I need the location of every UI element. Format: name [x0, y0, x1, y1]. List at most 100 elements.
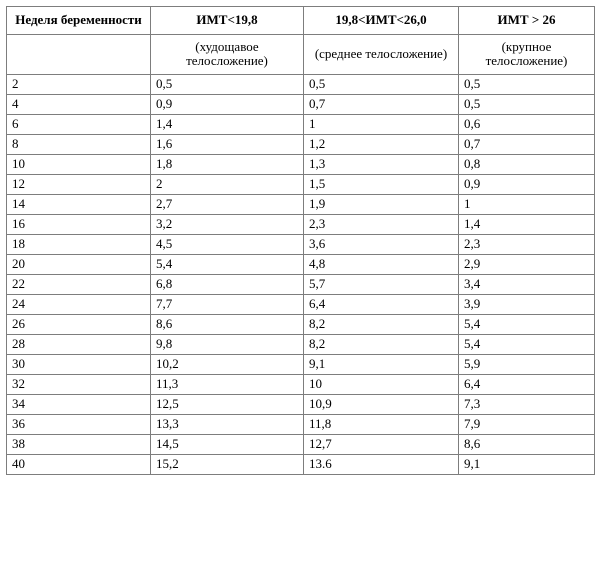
cell-low: 2,7 [151, 194, 304, 214]
cell-week: 18 [7, 234, 151, 254]
cell-week: 24 [7, 294, 151, 314]
pregnancy-weight-table: Неделя беременности ИМТ<19,8 19,8<ИМТ<26… [6, 6, 595, 475]
cell-week: 28 [7, 334, 151, 354]
cell-week: 26 [7, 314, 151, 334]
col-header-bmi-high: ИМТ > 26 [459, 7, 595, 35]
cell-week: 22 [7, 274, 151, 294]
cell-mid: 1,5 [304, 174, 459, 194]
table-row: 226,85,73,4 [7, 274, 595, 294]
cell-low: 0,5 [151, 74, 304, 94]
cell-mid: 9,1 [304, 354, 459, 374]
cell-mid: 8,2 [304, 314, 459, 334]
cell-low: 9,8 [151, 334, 304, 354]
cell-week: 34 [7, 394, 151, 414]
cell-mid: 0,7 [304, 94, 459, 114]
cell-high: 9,1 [459, 454, 595, 474]
table-row: 14 2,71,91 [7, 194, 595, 214]
cell-week: 16 [7, 214, 151, 234]
col-header-bmi-low: ИМТ<19,8 [151, 7, 304, 35]
cell-low: 2 [151, 174, 304, 194]
table-row: 4015,213.69,1 [7, 454, 595, 474]
cell-mid: 2,3 [304, 214, 459, 234]
cell-high: 2,9 [459, 254, 595, 274]
cell-week: 30 [7, 354, 151, 374]
table-row: 3010,29,15,9 [7, 354, 595, 374]
cell-low: 0,9 [151, 94, 304, 114]
cell-low: 12,5 [151, 394, 304, 414]
table-row: 61,410,6 [7, 114, 595, 134]
cell-high: 0,7 [459, 134, 595, 154]
cell-high: 7,9 [459, 414, 595, 434]
cell-week: 10 [7, 154, 151, 174]
cell-high: 0,8 [459, 154, 595, 174]
cell-mid: 3,6 [304, 234, 459, 254]
cell-high: 6,4 [459, 374, 595, 394]
cell-low: 15,2 [151, 454, 304, 474]
cell-low: 1,6 [151, 134, 304, 154]
cell-low: 6,8 [151, 274, 304, 294]
cell-week: 12 [7, 174, 151, 194]
cell-high: 1 [459, 194, 595, 214]
subheader-bmi-mid: (среднее телосложение) [304, 34, 459, 74]
cell-week: 14 [7, 194, 151, 214]
table-row: 20,50,50,5 [7, 74, 595, 94]
table-row: 3613,311,87,9 [7, 414, 595, 434]
cell-week: 4 [7, 94, 151, 114]
table-row: 268,68,25,4 [7, 314, 595, 334]
cell-low: 13,3 [151, 414, 304, 434]
cell-week: 36 [7, 414, 151, 434]
table-row: 247,76,43,9 [7, 294, 595, 314]
cell-mid: 12,7 [304, 434, 459, 454]
cell-mid: 1 [304, 114, 459, 134]
cell-low: 10,2 [151, 354, 304, 374]
table-subheader-row: (худощавое телосложение) (среднее телосл… [7, 34, 595, 74]
table-row: 184,53,62,3 [7, 234, 595, 254]
col-header-bmi-mid: 19,8<ИМТ<26,0 [304, 7, 459, 35]
cell-low: 7,7 [151, 294, 304, 314]
cell-high: 5,9 [459, 354, 595, 374]
cell-high: 3,9 [459, 294, 595, 314]
cell-mid: 11,8 [304, 414, 459, 434]
cell-low: 3,2 [151, 214, 304, 234]
cell-high: 0,6 [459, 114, 595, 134]
col-header-week: Неделя беременности [7, 7, 151, 35]
cell-low: 11,3 [151, 374, 304, 394]
subheader-bmi-high: (крупное телосложение) [459, 34, 595, 74]
table-body: (худощавое телосложение) (среднее телосл… [7, 34, 595, 474]
cell-mid: 6,4 [304, 294, 459, 314]
cell-high: 0,5 [459, 94, 595, 114]
cell-week: 38 [7, 434, 151, 454]
cell-low: 1,8 [151, 154, 304, 174]
cell-high: 0,5 [459, 74, 595, 94]
cell-mid: 1,2 [304, 134, 459, 154]
cell-high: 8,6 [459, 434, 595, 454]
cell-high: 5,4 [459, 334, 595, 354]
cell-low: 1,4 [151, 114, 304, 134]
table-row: 289,88,25,4 [7, 334, 595, 354]
table-header-row: Неделя беременности ИМТ<19,8 19,8<ИМТ<26… [7, 7, 595, 35]
cell-week: 6 [7, 114, 151, 134]
cell-mid: 13.6 [304, 454, 459, 474]
cell-mid: 5,7 [304, 274, 459, 294]
cell-high: 1,4 [459, 214, 595, 234]
cell-week: 40 [7, 454, 151, 474]
cell-week: 2 [7, 74, 151, 94]
cell-high: 7,3 [459, 394, 595, 414]
cell-mid: 10,9 [304, 394, 459, 414]
cell-week: 32 [7, 374, 151, 394]
cell-high: 0,9 [459, 174, 595, 194]
subheader-bmi-low: (худощавое телосложение) [151, 34, 304, 74]
cell-mid: 8,2 [304, 334, 459, 354]
subheader-week [7, 34, 151, 74]
table-row: 3412,510,97,3 [7, 394, 595, 414]
table-row: 81,61,20,7 [7, 134, 595, 154]
cell-low: 14,5 [151, 434, 304, 454]
cell-mid: 0,5 [304, 74, 459, 94]
cell-high: 3,4 [459, 274, 595, 294]
table-row: 205,44,82,9 [7, 254, 595, 274]
cell-mid: 10 [304, 374, 459, 394]
cell-mid: 1,9 [304, 194, 459, 214]
table-row: 3814,512,78,6 [7, 434, 595, 454]
cell-high: 5,4 [459, 314, 595, 334]
table-row: 163,22,31,4 [7, 214, 595, 234]
